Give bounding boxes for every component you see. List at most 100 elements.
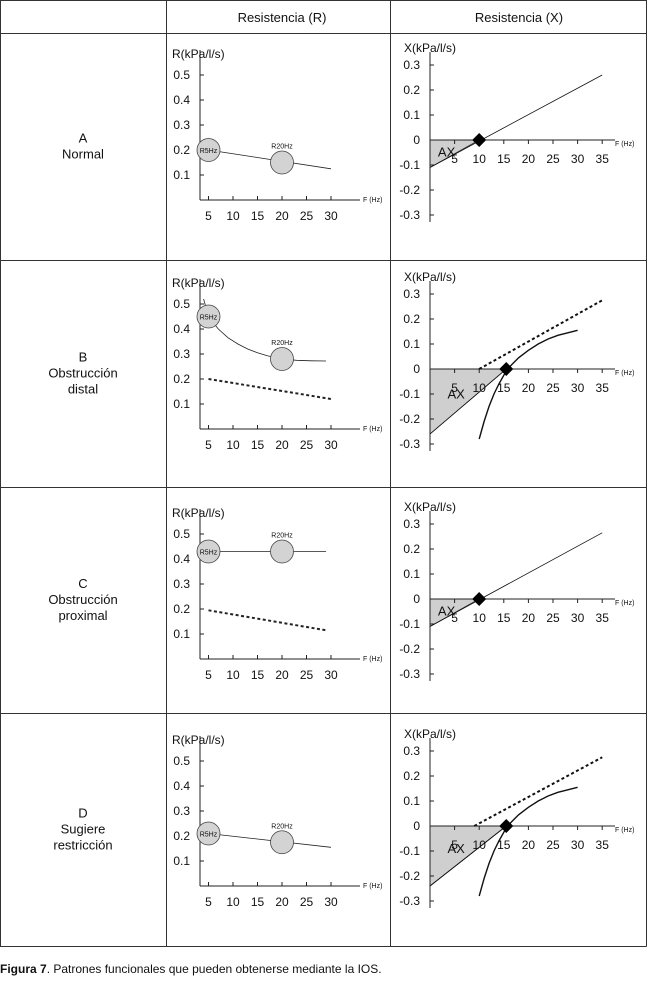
table-header: Resistencia (R) Resistencia (X) [238,10,564,25]
chart-A-X: AXX(kPa/l/s)F (Hz)0.30.20.10-0.1-0.2-0.3… [399,41,634,222]
table-grid [0,0,647,947]
y-tick-label: -0.1 [399,617,420,631]
row-label: Obstrucción [48,592,117,607]
row-letter: C [78,576,87,591]
x-tick-label: 30 [324,895,338,909]
x-tick-label: 20 [522,152,536,166]
x-tick-label: 20 [275,438,289,452]
x-tick-label: 10 [226,668,240,682]
y-tick-label: 0.5 [173,527,190,541]
y-tick-label: 0.1 [403,337,420,351]
chart-C-X: AXX(kPa/l/s)F (Hz)0.30.20.10-0.1-0.2-0.3… [399,500,634,681]
x-tick-label: 35 [596,611,610,625]
row-label: Normal [62,147,104,162]
row-label: distal [68,382,98,397]
x-tick-label: 25 [546,838,560,852]
marker-circle [270,347,294,371]
x-tick-label: 5 [205,438,212,452]
x-tick-label: 30 [571,611,585,625]
marker-circle [196,138,221,162]
x-axis-label: F (Hz) [363,883,382,890]
x-tick-label: 30 [324,668,338,682]
y-tick-label: 0.5 [173,754,190,768]
x-tick-label: 25 [300,438,314,452]
x-axis-label: F (Hz) [615,600,634,607]
x-tick-label: 10 [473,152,487,166]
marker-circle [270,539,294,564]
y-tick-label: -0.2 [399,183,420,197]
x-tick-label: 15 [251,668,265,682]
y-tick-label: 0 [413,819,420,833]
y-tick-label: -0.2 [399,412,420,426]
series-line [478,786,578,897]
marker-circle [196,539,221,564]
row-letter: D [78,806,87,821]
x-tick-label: 15 [251,895,265,909]
row-letter: A [79,131,88,146]
y-tick-label: 0.3 [173,804,190,818]
x-tick-label: 10 [473,381,487,395]
marker-circle [270,830,294,855]
y-tick-label: 0.3 [403,58,420,72]
x-tick-label: 30 [324,438,338,452]
x-tick-label: 20 [522,611,536,625]
x-tick-label: 20 [275,895,289,909]
series-line [478,329,578,440]
y-tick-label: 0.1 [173,168,190,182]
y-tick-label: 0.4 [173,552,190,566]
caption-text: . Patrones funcionales que pueden obtene… [46,962,382,976]
y-axis-label: R(kPa/l/s) [172,276,225,290]
marker-label: R20Hz [271,340,293,347]
x-tick-label: 10 [226,438,240,452]
series-line [429,825,507,887]
y-tick-label: 0.3 [403,744,420,758]
x-tick-label: 15 [497,838,511,852]
header-x: Resistencia (X) [475,10,563,25]
y-tick-label: 0.2 [173,372,190,386]
x-tick-label: 10 [226,895,240,909]
caption-label: Figura 7 [0,962,47,976]
marker-circle [196,304,221,329]
y-tick-label: -0.3 [399,208,420,222]
x-tick-label: 10 [473,838,487,852]
chart-B-R: R(kPa/l/s) F (Hz) 0.1 0.2 0.3 0.4 0.5 5 10 15 20 25… [172,276,382,452]
x-tick-label: 15 [251,209,265,223]
row-labels: ANormalBObstruccióndistalCObstrucciónpro… [48,131,117,853]
x-tick-label: 30 [571,152,585,166]
marker-circle [270,150,294,175]
x-tick-label: 10 [473,611,487,625]
y-tick-label: 0.5 [173,297,190,311]
x-axis-label: F (Hz) [363,426,382,433]
y-tick-label: 0.3 [173,577,190,591]
row-label: Sugiere [61,822,106,837]
y-tick-label: 0 [413,133,420,147]
x-tick-label: 20 [522,381,536,395]
x-tick-label: 15 [497,611,511,625]
x-tick-label: 15 [251,438,265,452]
resonance-marker [499,362,514,376]
marker-label: R5Hz [200,148,218,155]
marker-label: R20Hz [271,533,293,540]
x-tick-label: 25 [300,668,314,682]
y-tick-label: -0.1 [399,844,420,858]
x-tick-label: 15 [497,152,511,166]
x-tick-label: 35 [596,838,610,852]
x-axis-label: F (Hz) [363,656,382,663]
y-tick-label: -0.3 [399,437,420,451]
series-line [203,298,327,362]
resonance-marker [472,133,487,147]
series-line [208,149,332,170]
y-tick-label: 0.2 [403,83,420,97]
x-tick-label: 25 [546,152,560,166]
series-line [429,74,603,168]
y-tick-label: 0.4 [173,322,190,336]
y-tick-label: -0.3 [399,894,420,908]
marker-label: R5Hz [200,315,218,322]
marker-label: R20Hz [271,823,293,830]
x-tick-label: 25 [546,611,560,625]
y-tick-label: 0.2 [403,312,420,326]
y-axis-label: X(kPa/l/s) [404,270,456,284]
x-tick-label: 30 [324,209,338,223]
x-axis-label: F (Hz) [615,827,634,834]
y-tick-label: 0.2 [403,542,420,556]
